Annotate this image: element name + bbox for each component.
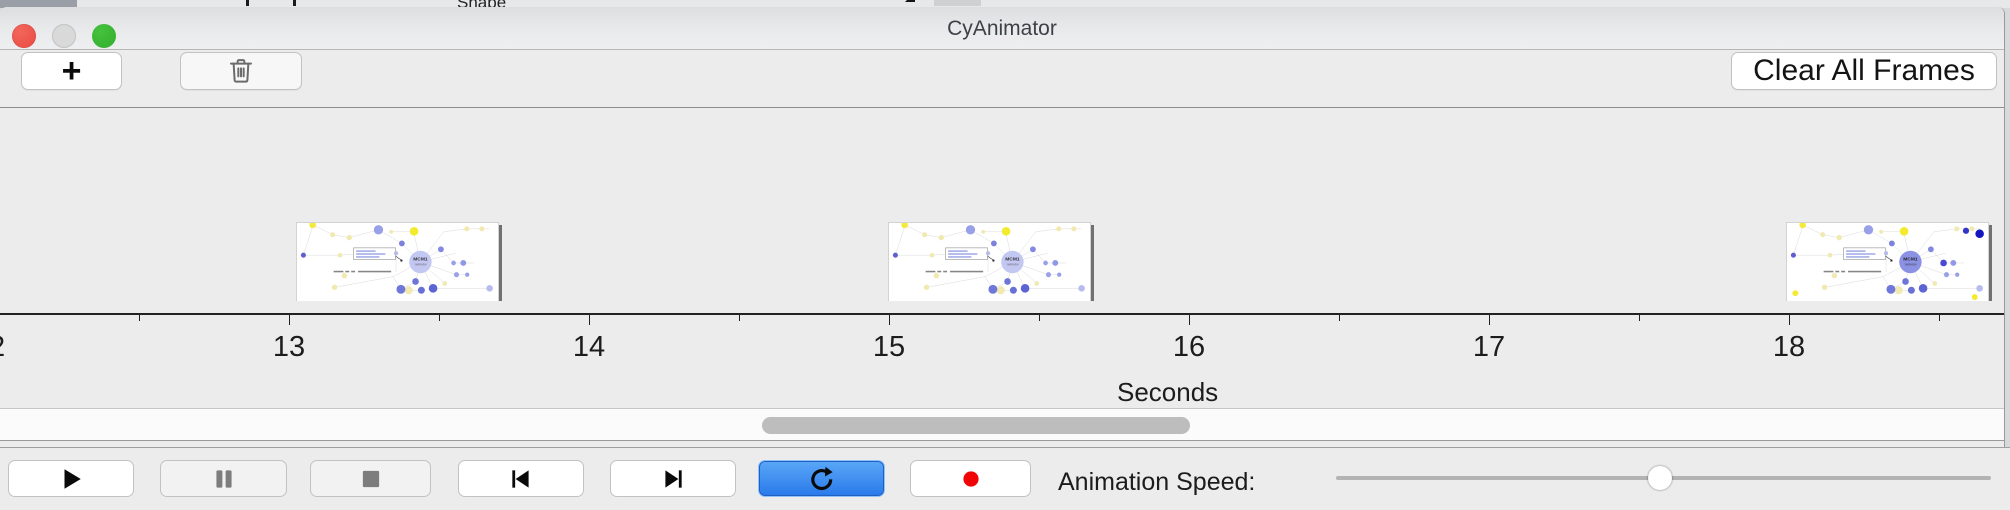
svg-text:MCM1: MCM1 xyxy=(1005,257,1020,263)
svg-text:YMR043W: YMR043W xyxy=(1006,263,1019,266)
svg-text:YMR043W: YMR043W xyxy=(1904,263,1917,266)
svg-text:YMR043W: YMR043W xyxy=(414,263,427,266)
svg-text:MCM1: MCM1 xyxy=(1903,257,1918,263)
svg-text:MCM1: MCM1 xyxy=(413,257,428,263)
